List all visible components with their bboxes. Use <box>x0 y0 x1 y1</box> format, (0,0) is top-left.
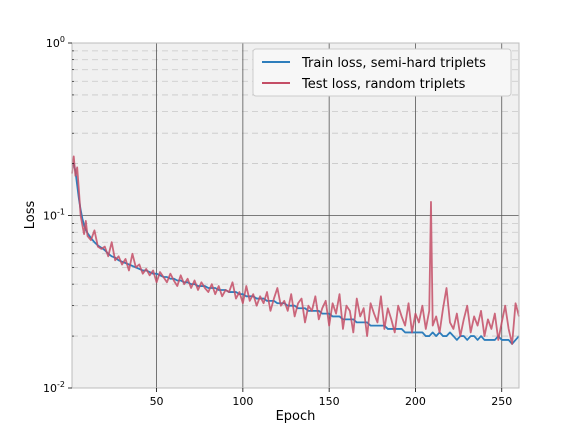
legend: Train loss, semi-hard triplets Test loss… <box>252 48 512 97</box>
series-line-test <box>71 155 520 345</box>
x-axis-ticks: 50 100 150 200 250 <box>150 388 512 408</box>
x-tick-label: 250 <box>491 395 512 408</box>
x-tick-label: 150 <box>319 395 340 408</box>
x-tick-label: 100 <box>232 395 253 408</box>
y-tick-label: 10-2 <box>43 380 65 395</box>
y-tick-label: 10-1 <box>43 208 65 223</box>
x-tick-label: 50 <box>150 395 164 408</box>
x-axis-label: Epoch <box>276 409 316 424</box>
series-line-train <box>71 162 520 345</box>
legend-box <box>252 48 512 97</box>
legend-label-train: Train loss, semi-hard triplets <box>301 56 486 71</box>
y-axis-ticks: 10-2 10-1 100 <box>43 35 74 395</box>
x-tick-label: 200 <box>405 395 426 408</box>
series-lines <box>71 155 520 345</box>
legend-label-test: Test loss, random triplets <box>301 77 466 92</box>
y-tick-label: 100 <box>46 35 65 50</box>
y-axis-label: Loss <box>23 201 38 230</box>
